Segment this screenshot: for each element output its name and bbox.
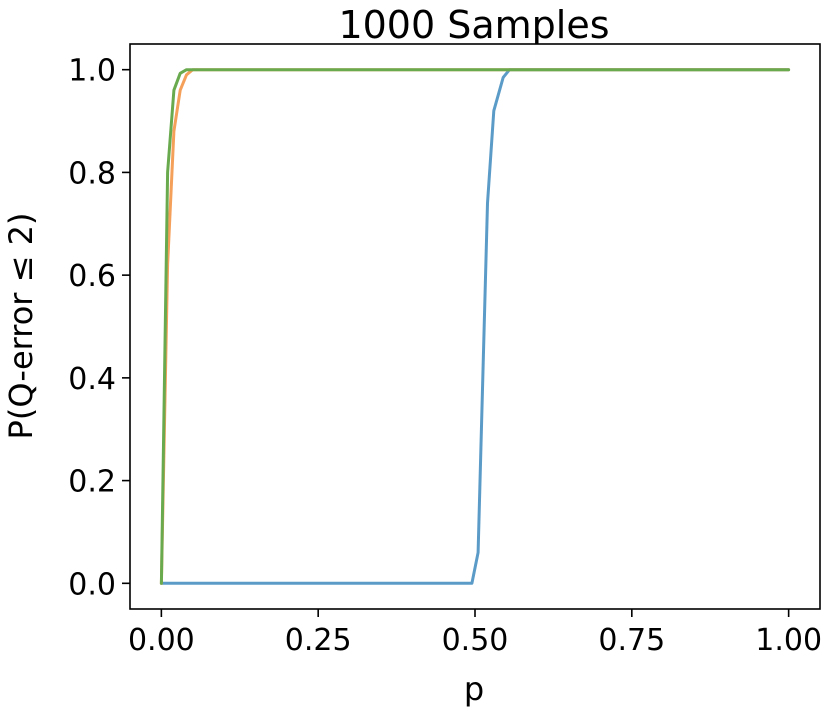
x-tick-label: 0.25: [285, 623, 352, 658]
y-tick-label: 0.0: [68, 567, 116, 602]
plot-area: [130, 44, 820, 609]
y-axis: 0.0 0.2 0.4 0.6 0.8 1.0: [68, 54, 130, 602]
x-axis: 0.00 0.25 0.50 0.75 1.00: [128, 609, 822, 658]
chart-title: 1000 Samples: [338, 3, 609, 47]
y-tick-label: 0.4: [68, 362, 116, 397]
y-tick-label: 0.8: [68, 156, 116, 191]
x-tick-label: 1.00: [755, 623, 822, 658]
series-layer: [159, 68, 791, 585]
x-axis-label: p: [464, 670, 484, 708]
y-tick-label: 1.0: [68, 54, 116, 89]
y-axis-label: P(Q-error ≤ 2): [2, 213, 40, 440]
x-tick-label: 0.75: [598, 623, 665, 658]
x-tick-label: 0.50: [442, 623, 509, 658]
y-tick-label: 0.2: [68, 465, 116, 500]
series-line-3: [159, 68, 791, 585]
y-tick-label: 0.6: [68, 259, 116, 294]
x-tick-label: 0.00: [128, 623, 195, 658]
